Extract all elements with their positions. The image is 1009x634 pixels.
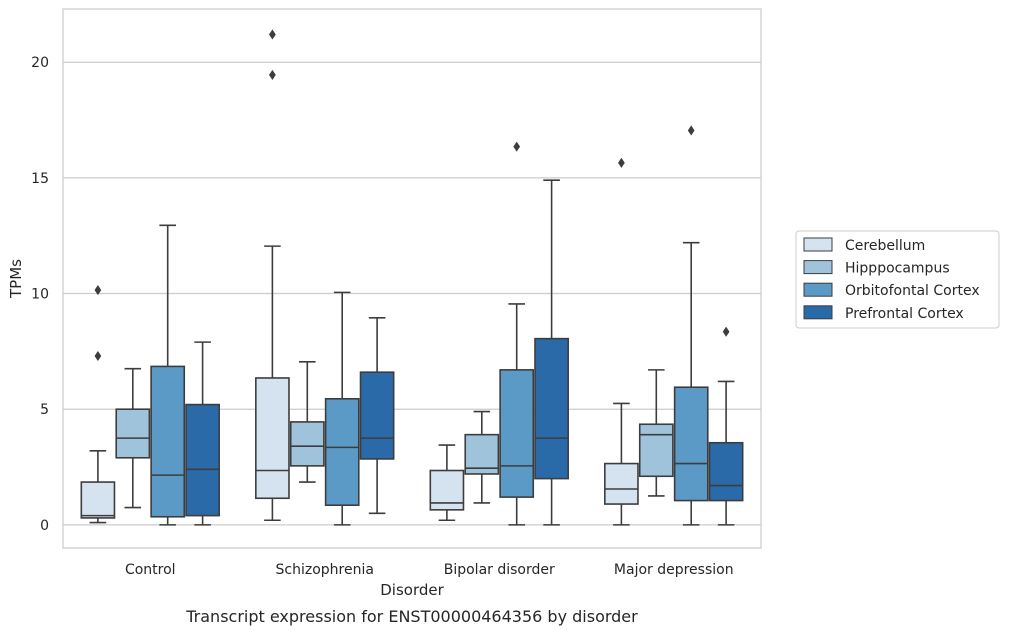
y-axis-label: TPMs [7, 259, 25, 299]
legend: Cerebellum Hipppocampus Orbitofontal Corte… [795, 230, 1000, 329]
box [534, 337, 569, 480]
box-group [429, 444, 465, 522]
y-tick-label: 10 [31, 287, 49, 303]
box-group [359, 317, 395, 515]
box [289, 421, 325, 467]
box [499, 369, 535, 498]
box-group [464, 410, 500, 504]
legend-swatch [803, 305, 833, 320]
outlier-point [513, 141, 521, 152]
legend-label: Cerebellum [845, 238, 925, 254]
box-group [604, 157, 639, 526]
box [708, 441, 744, 502]
box [150, 365, 186, 518]
legend-swatch [803, 237, 833, 252]
box [324, 397, 360, 507]
box [673, 386, 709, 502]
box-group [289, 360, 325, 483]
outlier-point [687, 125, 695, 136]
box-group [80, 285, 116, 524]
box-series [80, 29, 744, 526]
x-tick-label: Bipolar disorder [444, 562, 555, 578]
box-group [324, 291, 360, 526]
chart-caption: Transcript expression for ENST0000046435… [185, 607, 638, 626]
legend-frame [795, 230, 1000, 329]
y-tick-label: 0 [40, 518, 49, 534]
plot-frame [62, 8, 762, 549]
box-group [534, 179, 569, 526]
legend-label: Prefrontal Cortex [845, 306, 964, 322]
box [429, 469, 465, 511]
box-group [150, 224, 186, 526]
box [255, 377, 290, 500]
box-group [115, 367, 151, 509]
outlier-point [722, 326, 730, 337]
y-tick-label: 20 [31, 55, 49, 71]
legend-swatch [803, 260, 833, 275]
outlier-point [94, 285, 102, 296]
y-axis-ticks: 0 5 10 15 20 [31, 55, 49, 534]
outlier-point [94, 350, 102, 362]
box-group [499, 141, 535, 526]
box [185, 403, 220, 517]
x-tick-label: Major depression [614, 562, 734, 578]
box [638, 423, 674, 478]
outlier-point [269, 29, 276, 40]
outlier-point [618, 157, 625, 168]
box-group [673, 125, 709, 526]
y-tick-label: 5 [40, 402, 49, 418]
outlier-point [269, 69, 276, 80]
box-group [255, 29, 290, 522]
box [80, 481, 116, 519]
box [115, 408, 151, 459]
box [359, 371, 395, 460]
x-axis-ticks: Control Schizophrenia Bipolar disorder Majo… [125, 562, 734, 578]
box-group [638, 369, 674, 497]
box-group [185, 341, 220, 526]
x-axis-label: Disorder [380, 581, 444, 599]
x-tick-label: Control [125, 562, 176, 578]
y-tick-label: 15 [31, 171, 49, 187]
legend-label: Orbitofontal Cortex [845, 283, 980, 299]
legend-label: Hipppocampus [845, 261, 950, 277]
legend-swatch [803, 282, 833, 297]
x-tick-label: Schizophrenia [276, 562, 374, 578]
box [604, 462, 639, 505]
box-group [708, 326, 744, 526]
